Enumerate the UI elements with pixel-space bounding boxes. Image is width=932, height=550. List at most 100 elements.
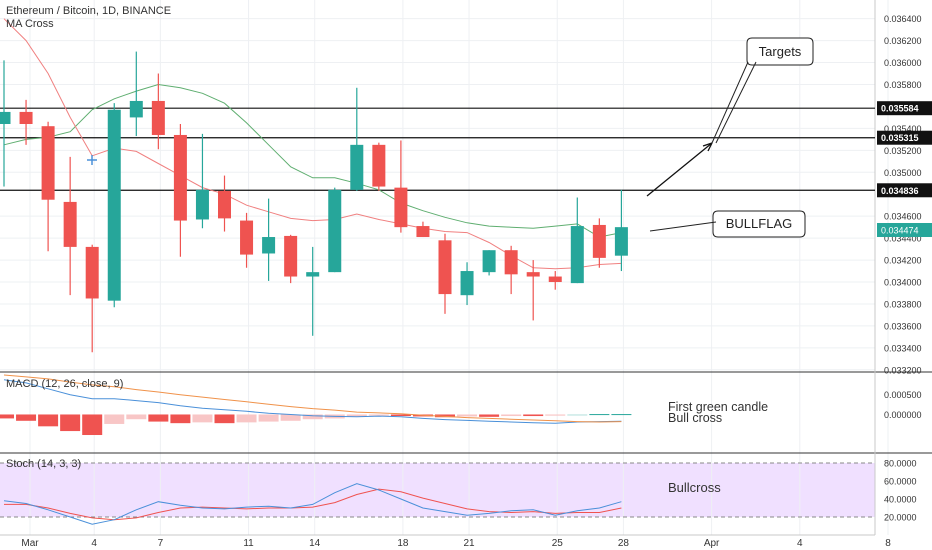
targets-callout[interactable]: Targets bbox=[711, 37, 814, 144]
macd-hist-bar bbox=[192, 414, 213, 423]
macd-hist-bar bbox=[567, 414, 588, 416]
candle-body bbox=[350, 144, 364, 190]
candle-body bbox=[592, 224, 606, 258]
macd-hist-bar bbox=[545, 414, 566, 416]
macd-label: MACD (12, 26, close, 9) bbox=[6, 378, 123, 390]
time-tick: 18 bbox=[397, 538, 409, 549]
candle-body bbox=[548, 276, 562, 283]
macd-hist-bar bbox=[368, 414, 389, 416]
macd-hist-bar bbox=[280, 414, 301, 421]
price-tick: 0.035200 bbox=[884, 146, 922, 156]
macd-hist-bar bbox=[126, 414, 147, 420]
stoch-band-fill bbox=[0, 463, 875, 517]
candle-body bbox=[306, 272, 320, 277]
candle-body bbox=[240, 220, 254, 255]
macd-line bbox=[3, 379, 622, 424]
candle-body bbox=[284, 235, 298, 277]
price-tick: 0.035800 bbox=[884, 80, 922, 90]
macd-hist-bar bbox=[457, 414, 478, 417]
price-tick: 0.033400 bbox=[884, 343, 922, 353]
candle-body bbox=[504, 250, 518, 275]
time-tick: 14 bbox=[309, 538, 321, 549]
candle-body bbox=[85, 246, 99, 299]
candle-body bbox=[438, 240, 452, 295]
macd-hist-bar bbox=[148, 414, 169, 422]
macd-hist-bar bbox=[611, 414, 632, 416]
time-tick: 25 bbox=[552, 538, 564, 549]
macd-hist-bar bbox=[258, 414, 279, 422]
macd-hist-bar bbox=[214, 414, 235, 424]
ma-cross-marker-icon bbox=[87, 155, 97, 165]
price-tick: 0.034000 bbox=[884, 278, 922, 288]
time-tick: 28 bbox=[618, 538, 630, 549]
price-level-value: 0.035584 bbox=[881, 104, 919, 114]
indicator-label: MA Cross bbox=[6, 18, 54, 30]
last-price-value: 0.034474 bbox=[881, 226, 919, 236]
candle-body bbox=[482, 250, 496, 273]
candle-body bbox=[0, 111, 11, 124]
macd-hist-bar bbox=[479, 414, 500, 417]
price-tick: 0.033600 bbox=[884, 321, 922, 331]
price-level-tag bbox=[877, 183, 932, 198]
macd-hist-bar bbox=[501, 414, 522, 417]
time-tick: 21 bbox=[463, 538, 475, 549]
price-tick: 0.034200 bbox=[884, 256, 922, 266]
macd-note-first-green: First green candle bbox=[668, 400, 768, 414]
stoch-bullcross-note: Bullcross bbox=[668, 480, 721, 495]
macd-hist-bar bbox=[104, 414, 125, 424]
stoch-label: Stoch (14, 3, 3) bbox=[6, 458, 81, 470]
candle-body bbox=[19, 111, 33, 124]
stoch-d-line bbox=[4, 488, 622, 521]
bullflag-callout[interactable]: BULLFLAG bbox=[649, 210, 806, 238]
candle-body bbox=[460, 271, 474, 296]
price-tick: 0.035000 bbox=[884, 168, 922, 178]
macd-hist-bar bbox=[346, 414, 367, 417]
price-tick: 0.036200 bbox=[884, 36, 922, 46]
candle-body bbox=[328, 189, 342, 273]
macd-hist-bar bbox=[589, 414, 610, 416]
bullflag-label: BULLFLAG bbox=[726, 216, 792, 231]
chart-title: Ethereum / Bitcoin, 1D, BINANCE bbox=[6, 5, 171, 17]
stoch-tick: 80.0000 bbox=[884, 459, 917, 469]
macd-hist-bar bbox=[38, 414, 59, 427]
macd-hist-bar bbox=[0, 414, 14, 419]
time-tick: 7 bbox=[158, 538, 164, 549]
candle-body bbox=[372, 144, 386, 187]
last-price-tag bbox=[877, 223, 932, 238]
ma-slow-line bbox=[3, 83, 622, 238]
time-tick: 4 bbox=[91, 538, 97, 549]
time-axis: Mar 4 7 11 14 18 21 25 28 Apr 4 8 bbox=[21, 538, 891, 549]
price-axis: 0.036400 0.036200 0.036000 0.035800 0.035400… bbox=[877, 14, 932, 523]
time-tick: 11 bbox=[243, 538, 254, 549]
candle-body bbox=[173, 134, 187, 221]
candle-body bbox=[394, 187, 408, 228]
macd-signal-line bbox=[3, 374, 622, 423]
stoch-k-line bbox=[3, 483, 622, 525]
price-tick: 0.034400 bbox=[884, 234, 922, 244]
candle-body bbox=[218, 190, 231, 219]
candle-body bbox=[614, 227, 628, 256]
price-level-value: 0.034836 bbox=[881, 186, 919, 196]
price-level-value: 0.035315 bbox=[881, 133, 919, 143]
candle-body bbox=[195, 189, 209, 220]
candle-body bbox=[526, 272, 540, 277]
candle-body bbox=[41, 126, 55, 200]
stoch-tick: 60.0000 bbox=[884, 477, 917, 487]
time-tick: Apr bbox=[704, 538, 720, 549]
macd-histogram bbox=[0, 414, 632, 436]
macd-hist-bar bbox=[170, 414, 191, 424]
price-level-tag bbox=[877, 101, 932, 116]
ma-fast-line bbox=[3, 18, 622, 270]
price-tick: 0.033200 bbox=[884, 365, 922, 375]
stoch-tick: 20.0000 bbox=[884, 513, 917, 523]
price-level-tag bbox=[877, 130, 932, 145]
macd-hist-bar bbox=[435, 414, 455, 418]
candle-body bbox=[151, 100, 165, 135]
candle-body bbox=[262, 237, 276, 254]
price-tick: 0.036000 bbox=[884, 58, 922, 68]
price-tick: 0.035400 bbox=[884, 124, 922, 134]
candle-body bbox=[107, 109, 121, 301]
candles bbox=[0, 51, 628, 353]
target-arrow bbox=[646, 142, 713, 197]
